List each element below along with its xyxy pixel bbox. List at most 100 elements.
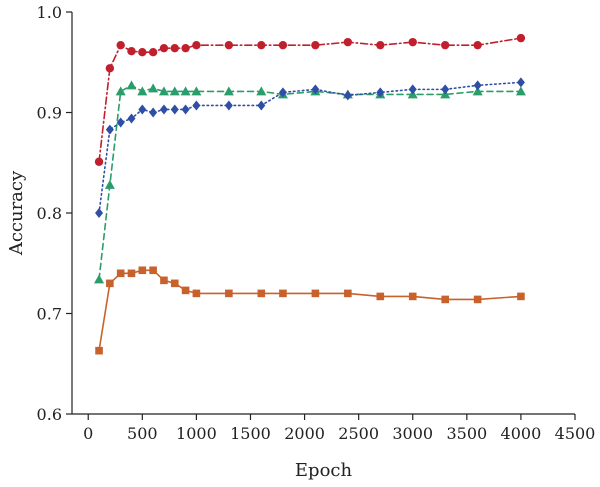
x-tick-label: 3000 [392,424,433,443]
data-point [158,86,169,96]
data-point [311,289,320,298]
series-layer [94,33,526,355]
y-tick-label: 0.8 [37,204,62,223]
data-point [170,43,179,53]
data-point [148,83,159,93]
data-point [106,279,114,288]
data-point [160,276,168,285]
data-point [191,86,202,96]
data-point [192,40,201,50]
x-tick-label: 2000 [284,424,325,443]
data-point [472,86,483,96]
series-diamond [95,77,525,218]
data-point [116,117,125,128]
data-point [127,269,136,278]
axes: 0 500 1000 1500 2000 2500 3000 3500 4000 4500 0.6 0… [37,3,596,443]
data-point [94,157,104,166]
data-point [127,113,136,124]
x-tick-label: 0 [83,424,93,443]
data-point [408,292,417,301]
data-point [408,37,417,47]
data-point [170,104,179,115]
y-axis-title: Accuracy [6,170,27,256]
data-point [408,84,417,95]
data-point [311,84,320,95]
data-point [516,77,525,88]
data-point [181,104,190,115]
data-point [181,43,190,53]
series-line [98,81,522,214]
x-tick-label: 500 [127,424,158,443]
y-tick-label: 0.6 [37,405,62,424]
x-tick-label: 4000 [501,424,542,443]
data-point [473,80,482,91]
data-point [343,90,352,101]
data-point [278,87,287,98]
data-point [223,86,234,96]
data-point [225,289,233,298]
data-point [115,86,126,96]
data-point [149,266,157,275]
data-point [148,48,158,57]
data-point [311,40,320,50]
series-circle [94,33,526,166]
x-tick-label: 3500 [446,424,487,443]
y-tick-label: 0.7 [37,305,62,324]
y-tick-label: 0.9 [37,104,62,123]
data-point [138,104,147,115]
data-point [105,64,115,73]
data-point [257,100,266,111]
data-point [104,179,115,189]
data-point [126,80,137,90]
data-point [159,43,169,53]
data-point [105,124,114,135]
data-point [149,107,158,118]
data-point [138,48,147,57]
data-point [181,286,190,295]
data-point [159,104,168,115]
data-point [95,346,103,355]
data-point [256,86,267,96]
data-point [94,274,105,284]
data-point [279,289,287,298]
x-tick-label: 2500 [338,424,379,443]
data-point [376,292,385,301]
data-point [376,87,385,98]
data-point [180,86,191,96]
data-point [116,269,125,278]
data-point [257,40,266,50]
data-point [344,289,352,298]
x-tick-label: 4500 [555,424,596,443]
data-point [517,292,525,301]
data-point [192,289,201,298]
data-point [376,40,385,50]
series-line [98,84,522,281]
data-point [440,40,450,50]
data-point [343,37,353,47]
data-point [169,86,180,96]
x-tick-label: 1000 [176,424,217,443]
series-square [95,266,525,355]
data-point [441,295,449,304]
data-point [257,289,266,298]
x-axis-title: Epoch [295,460,353,481]
data-point [473,295,482,304]
data-point [224,40,234,50]
data-point [192,100,201,111]
data-point [515,86,526,96]
data-point [473,40,482,50]
data-point [127,46,136,56]
data-point [138,266,147,275]
data-point [116,40,125,50]
data-point [224,100,233,111]
data-point [137,86,148,96]
data-point [170,279,179,288]
series-line [98,37,522,163]
data-point [278,40,288,50]
y-tick-label: 1.0 [37,3,62,22]
x-tick-label: 1500 [230,424,271,443]
data-point [95,208,104,218]
data-point [441,84,450,95]
data-point [516,33,526,43]
